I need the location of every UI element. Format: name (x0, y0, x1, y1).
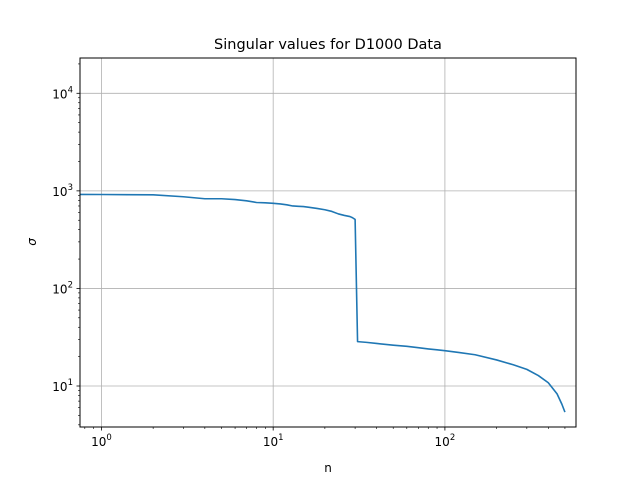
y-axis-label: σ (25, 238, 39, 246)
x-axis-ticks: 100 101 102 (84, 427, 566, 449)
plot-frame (79, 57, 577, 428)
y-tick-label: 104 (52, 85, 73, 101)
y-tick-label: 103 (52, 183, 73, 199)
series-line (79, 193, 566, 413)
x-tick-label: 102 (435, 433, 456, 449)
y-tick-label: 101 (52, 378, 73, 394)
grid-lines (80, 58, 576, 427)
x-tick-label: 101 (263, 433, 284, 449)
series-group (79, 193, 566, 413)
x-axis-label: n (324, 461, 332, 475)
y-axis-ticks: 101 102 103 104 (52, 63, 80, 426)
x-tick-label: 100 (91, 433, 112, 449)
chart-title: Singular values for D1000 Data (214, 37, 442, 53)
y-tick-label: 102 (52, 280, 73, 296)
